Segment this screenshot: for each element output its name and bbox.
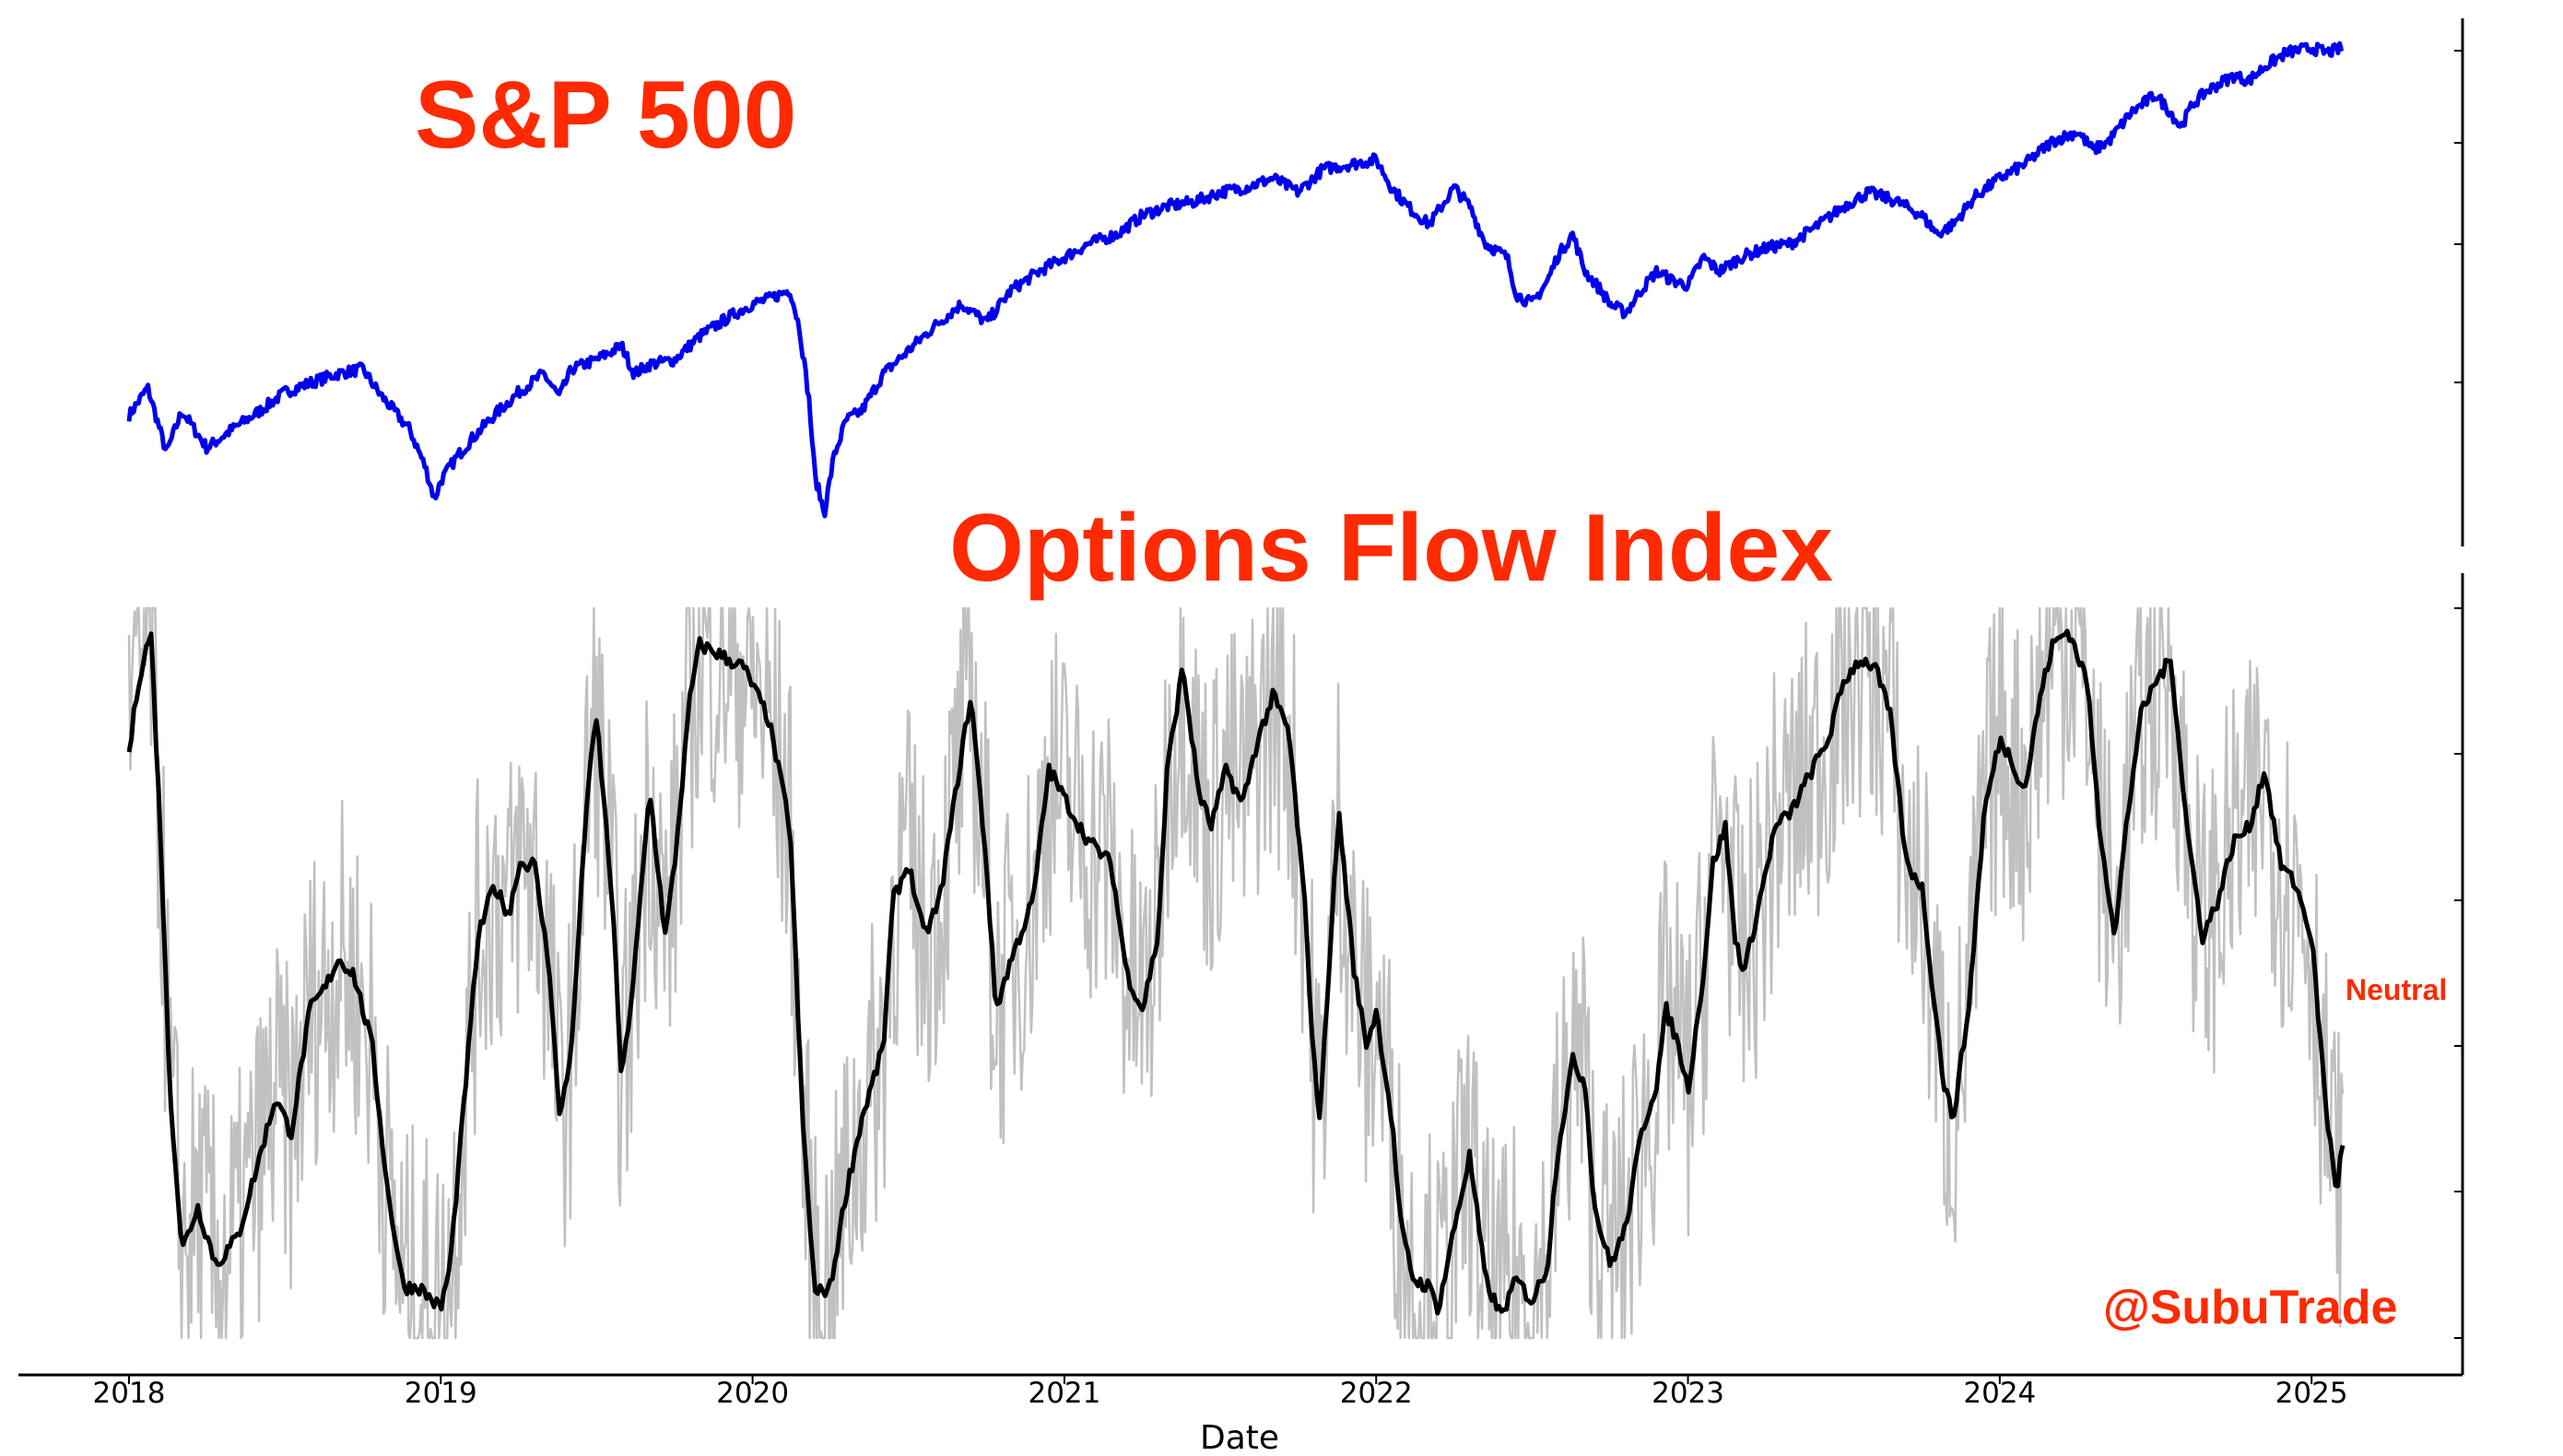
x-tick-label: 2019 (405, 1377, 477, 1410)
watermark: @SubuTrade (2103, 1281, 2397, 1334)
x-axis-label: Date (1200, 1419, 1279, 1456)
neutral-annotation: Neutral (2345, 973, 2447, 1006)
sp500-right-ticks (2454, 50, 2463, 383)
flow-smoothed-series-line (126, 628, 2345, 1316)
x-tick-label: 2018 (93, 1377, 166, 1410)
x-tick-label: 2022 (1340, 1377, 1413, 1410)
flow-raw-series-line (127, 606, 2345, 1340)
sp500-title: S&P 500 (415, 62, 796, 169)
sp500-series-line (126, 41, 2345, 519)
x-axis-ticks: 2018 2019 2020 2021 2022 2023 2024 2025 (93, 1375, 2348, 1410)
x-tick-label: 2025 (2275, 1377, 2348, 1410)
options-flow-panel: 2018 2019 2020 2021 2022 2023 2024 2025 Options… (18, 495, 2464, 1456)
x-tick-label: 2021 (1028, 1377, 1100, 1410)
x-tick-label: 2023 (1652, 1377, 1724, 1410)
x-tick-label: 2024 (1963, 1377, 2036, 1410)
sp500-panel: S&P 500 (126, 18, 2464, 546)
x-tick-label: 2020 (716, 1377, 789, 1410)
flow-right-ticks (2454, 607, 2463, 1339)
options-flow-title: Options Flow Index (949, 495, 1833, 602)
